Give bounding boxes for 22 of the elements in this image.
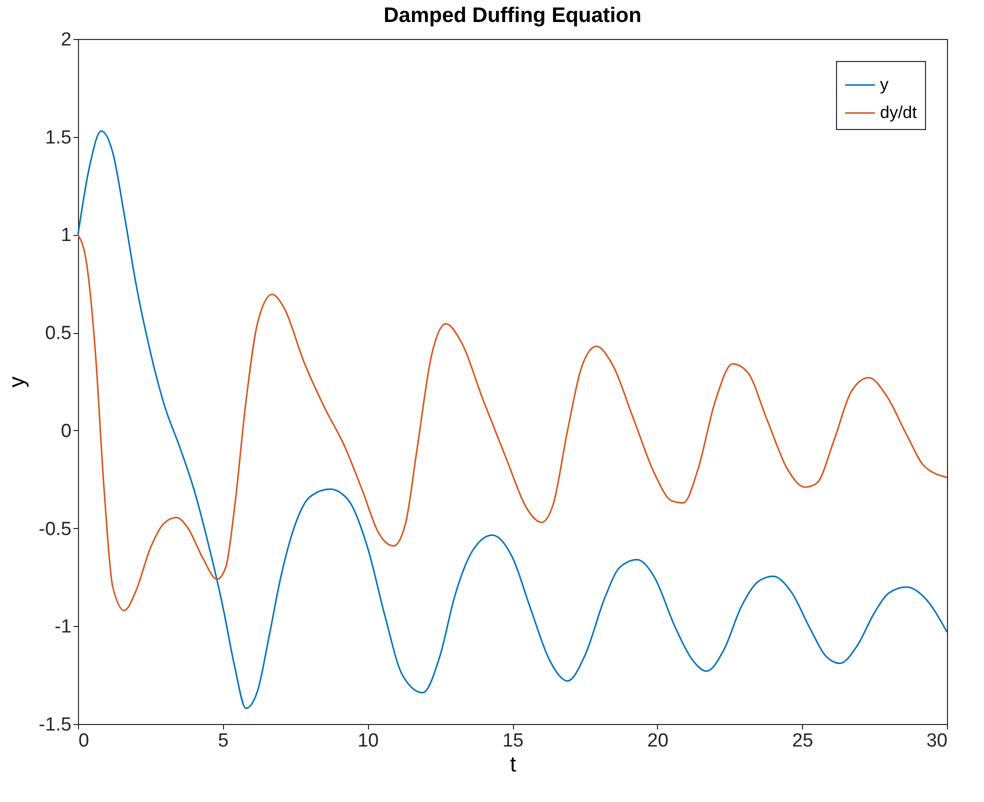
legend-label: y xyxy=(880,75,889,94)
x-tick-label: 20 xyxy=(647,730,668,752)
chart-title: Damped Duffing Equation xyxy=(384,4,642,27)
y-tick-label: -1 xyxy=(54,616,72,638)
x-tick-label: 0 xyxy=(78,730,90,752)
x-tick-label: 25 xyxy=(792,730,814,752)
x-tick-label: 5 xyxy=(218,730,229,752)
line-series xyxy=(77,130,948,710)
x-axis-title: t xyxy=(510,752,516,776)
x-tick-label: 10 xyxy=(358,730,379,752)
y-tick-label: 0.5 xyxy=(45,323,72,344)
legend-label: dy/dt xyxy=(880,103,918,122)
x-tick-label: 15 xyxy=(502,730,524,752)
y-tick-label: -1.5 xyxy=(38,714,72,736)
x-tick-label: 30 xyxy=(926,730,948,752)
line-series xyxy=(77,234,948,612)
y-tick-label: 1 xyxy=(60,225,72,246)
y-tick-label: 2 xyxy=(60,30,72,50)
y-axis-title: y xyxy=(4,376,29,388)
y-tick-label: -0.5 xyxy=(38,518,72,540)
y-tick-label: 1.5 xyxy=(45,127,72,148)
y-tick-label: 0 xyxy=(60,420,72,442)
